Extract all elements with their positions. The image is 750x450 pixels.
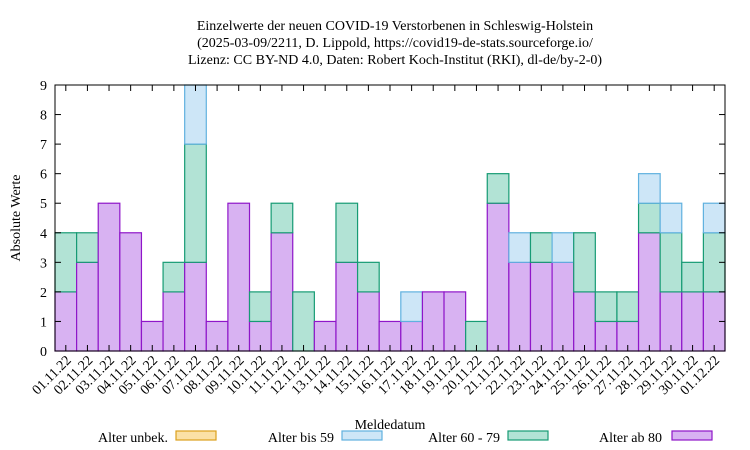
bar-alter-60-79-27.11.22: [616, 291, 640, 323]
bar-alter-60-79-07.11.22: [184, 143, 207, 263]
legend-swatch-alter-bis-59: [341, 430, 383, 441]
y-tick-label: 4: [40, 227, 47, 242]
bar-alter-60-79-29.11.22: [659, 232, 683, 293]
bar-alter-60-79-06.11.22: [162, 261, 186, 293]
bar-alter-60-79-23.11.22: [529, 232, 553, 263]
bar-alter-60-79-30.11.22: [681, 261, 704, 293]
legend-label-alter-unbek: Alter unbek.: [98, 431, 168, 446]
bar-alter-ab-80-09.11.22: [227, 202, 251, 352]
legend: Alter unbek. Alter bis 59 Alter 60 - 79 Alt…: [98, 430, 713, 446]
bar-alter-bis-59-22.11.22: [508, 232, 532, 263]
bar-alter-ab-80-15.11.22: [356, 291, 380, 352]
y-tick-label: 9: [40, 79, 47, 94]
chart-title-line-3: Lizenz: CC BY-ND 4.0, Daten: Robert Koch…: [188, 53, 602, 68]
chart-title-line-1: Einzelwerte der neuen COVID-19 Verstorbe…: [197, 19, 593, 34]
bar-alter-60-79-14.11.22: [335, 202, 359, 263]
bar-alter-ab-80-03.11.22: [97, 202, 121, 352]
y-axis-label: Absolute Werte: [9, 175, 24, 262]
bars-layer: [54, 84, 726, 352]
bar-alter-bis-59-28.11.22: [637, 173, 661, 204]
bar-alter-ab-80-21.11.22: [486, 202, 510, 352]
legend-label-alter-bis-59: Alter bis 59: [268, 431, 334, 446]
bar-alter-ab-80-22.11.22: [508, 261, 532, 352]
y-tick-label: 8: [40, 109, 47, 124]
bar-alter-bis-59-01.12.22: [702, 202, 726, 234]
bar-alter-60-79-25.11.22: [573, 232, 596, 293]
bar-alter-ab-80-28.11.22: [637, 232, 661, 352]
bar-alter-ab-80-29.11.22: [659, 291, 683, 352]
y-tick-label: 2: [40, 286, 47, 301]
chart-title: Einzelwerte der neuen COVID-19 Verstorbe…: [188, 19, 602, 68]
bar-alter-ab-80-25.11.22: [573, 291, 596, 352]
bar-alter-ab-80-02.11.22: [76, 261, 99, 352]
bar-alter-60-79-15.11.22: [356, 261, 380, 293]
y-tick-label: 7: [40, 138, 47, 153]
bar-alter-ab-80-06.11.22: [162, 291, 186, 352]
y-tick-label: 6: [40, 168, 47, 183]
legend-swatch-alter-ab-80: [671, 430, 713, 441]
bar-alter-ab-80-23.11.22: [529, 261, 553, 352]
bar-alter-60-79-10.11.22: [248, 291, 272, 323]
y-tick-label: 3: [40, 256, 47, 271]
bar-alter-bis-59-17.11.22: [400, 291, 424, 323]
legend-swatch-alter-unbek: [175, 430, 217, 441]
bar-alter-bis-59-29.11.22: [659, 202, 683, 234]
bar-alter-bis-59-07.11.22: [184, 84, 207, 145]
bar-alter-60-79-02.11.22: [76, 232, 99, 263]
legend-swatch-alter-60-79: [507, 430, 549, 441]
bar-alter-ab-80-11.11.22: [270, 232, 294, 352]
bar-alter-ab-80-18.11.22: [421, 291, 445, 352]
bar-alter-60-79-26.11.22: [594, 291, 618, 323]
bar-alter-ab-80-30.11.22: [681, 291, 704, 352]
chart-title-line-2: (2025-03-09/2211, D. Lippold, https://co…: [197, 36, 593, 51]
legend-label-alter-ab-80: Alter ab 80: [599, 431, 662, 446]
y-tick-label: 5: [40, 197, 47, 212]
x-axis-label: Meldedatum: [355, 418, 426, 433]
bar-alter-ab-80-07.11.22: [184, 261, 207, 352]
y-tick-label: 0: [40, 345, 47, 360]
bar-alter-60-79-12.11.22: [292, 291, 315, 352]
bar-alter-ab-80-04.11.22: [119, 232, 143, 352]
bar-alter-bis-59-24.11.22: [551, 232, 575, 263]
bar-alter-ab-80-19.11.22: [443, 291, 467, 352]
bar-alter-60-79-11.11.22: [270, 202, 294, 234]
y-tick-label: 1: [40, 315, 47, 330]
bar-alter-60-79-28.11.22: [637, 202, 661, 234]
bar-alter-ab-80-24.11.22: [551, 261, 575, 352]
legend-label-alter-60-79: Alter 60 - 79: [428, 431, 500, 446]
bar-alter-ab-80-14.11.22: [335, 261, 359, 352]
y-axis: 0 1 2 3 4 5 6 7 8 9: [40, 79, 725, 360]
bar-alter-60-79-21.11.22: [486, 173, 510, 204]
